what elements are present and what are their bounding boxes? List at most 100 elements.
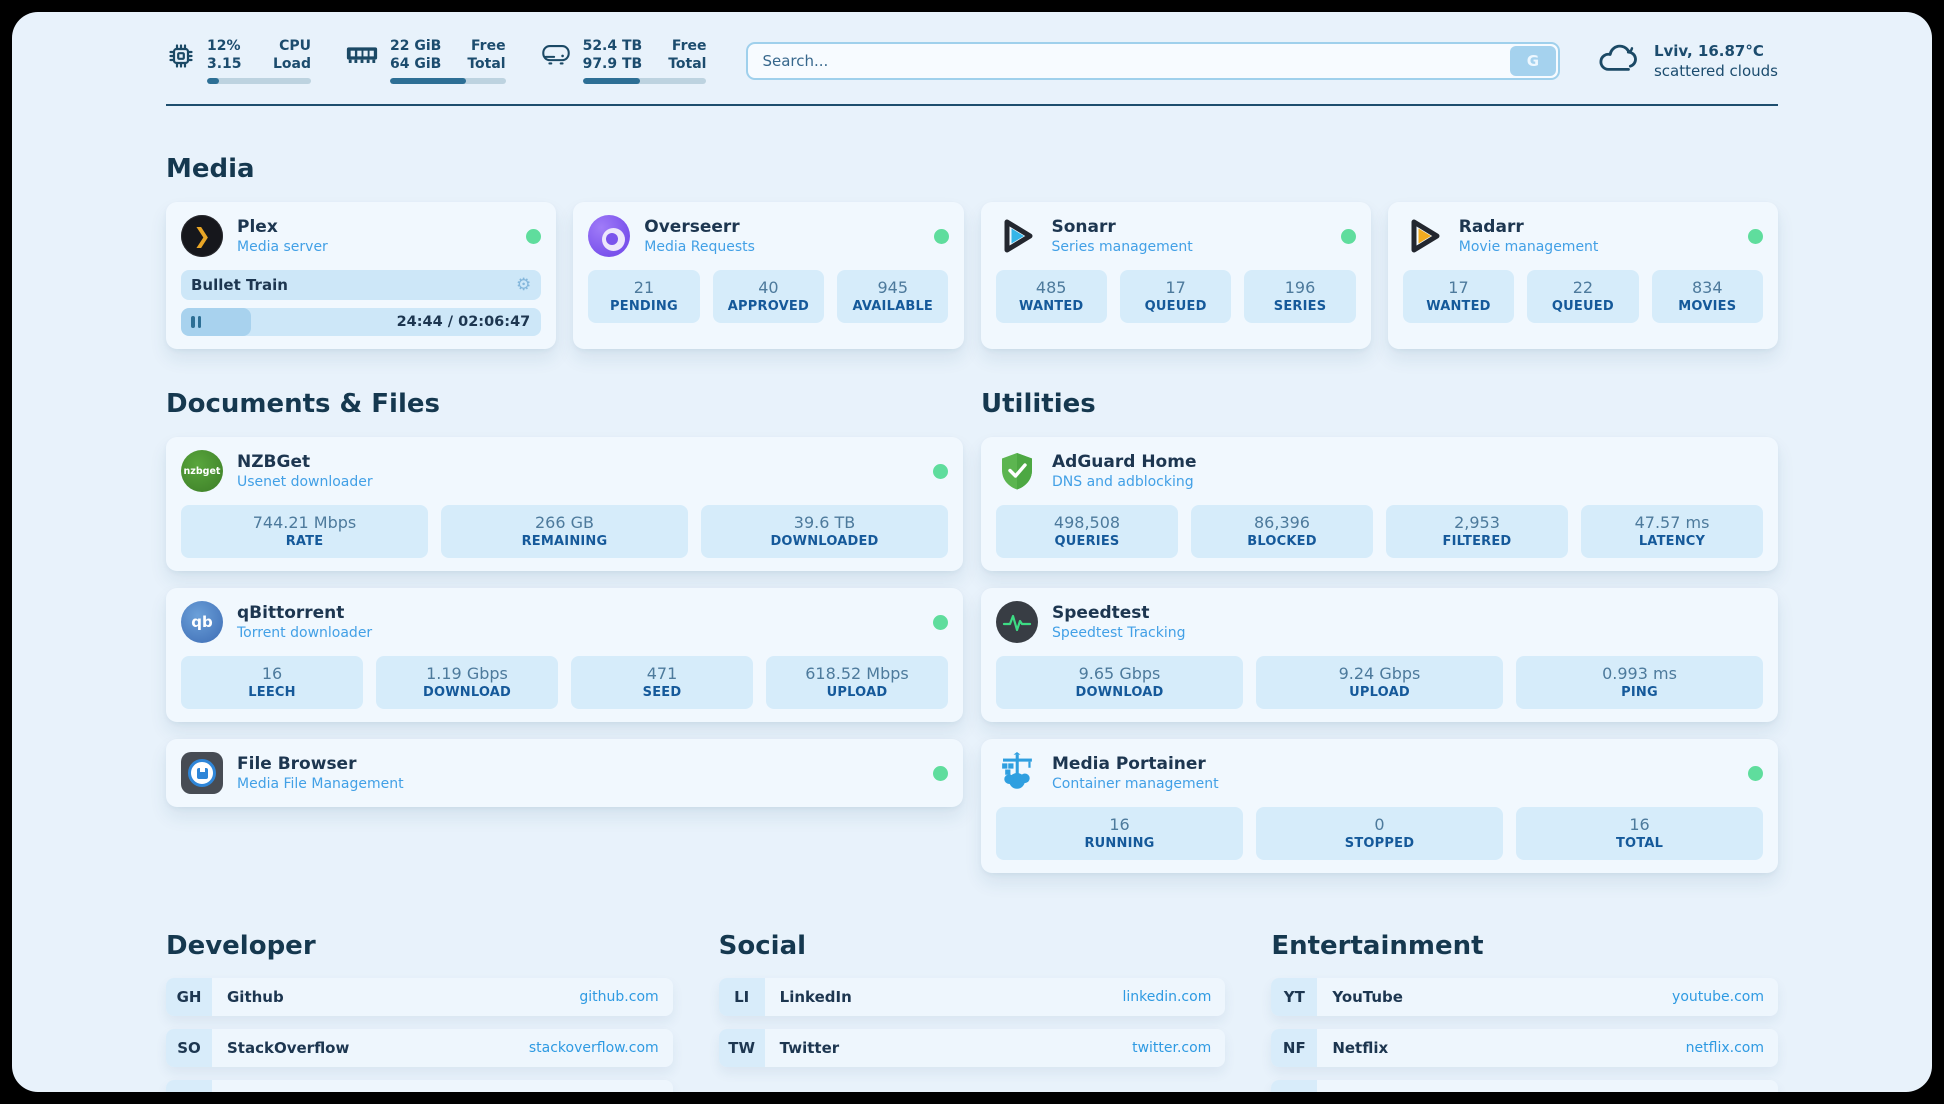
stat-box: 471 SEED — [571, 656, 753, 709]
memory-progress-fill — [390, 78, 467, 84]
bookmark-linkedin[interactable]: LI LinkedIn linkedin.com — [718, 978, 1226, 1016]
service-name: Sonarr — [1051, 217, 1116, 237]
bookmark-abbr: YT — [1271, 978, 1318, 1016]
cpu-progress-track — [207, 78, 311, 84]
bookmark-stackoverflow[interactable]: SO StackOverflow stackoverflow.com — [166, 1029, 673, 1067]
bookmark-name: YouTube — [1332, 988, 1403, 1006]
stat-label: WANTED — [1018, 299, 1084, 314]
bookmark-twitter[interactable]: TW Twitter twitter.com — [718, 1029, 1226, 1067]
service-link-nzbget[interactable]: nzbget NZBGet Usenet downloader — [181, 450, 948, 492]
service-link-filebrowser[interactable]: File Browser Media File Management — [181, 752, 948, 794]
stat-box: 618.52 Mbps UPLOAD — [766, 656, 948, 709]
status-dot — [1748, 765, 1763, 781]
service-name: Speedtest — [1052, 603, 1150, 623]
stat-box: 744.21 Mbps RATE — [181, 505, 428, 558]
system-stats: 12% 3.15 CPU Load — [166, 38, 707, 84]
links-column-social: Social LI LinkedIn linkedin.com TW Twitt… — [718, 931, 1226, 1092]
search-input[interactable] — [746, 42, 1560, 80]
cpu-widget: 12% 3.15 CPU Load — [166, 38, 311, 84]
disk-progress-track — [582, 78, 707, 84]
service-link-sonarr[interactable]: Sonarr Series management — [996, 215, 1356, 257]
stat-value: 2,953 — [1454, 513, 1500, 532]
cpu-label-2: Load — [272, 55, 311, 72]
service-name: qBittorrent — [237, 603, 345, 623]
filebrowser-icon — [181, 752, 223, 794]
search-engine-button[interactable]: G — [1509, 46, 1556, 76]
stat-value: 47.57 ms — [1634, 513, 1710, 532]
bookmark-name: StackOverflow — [227, 1039, 350, 1057]
status-dot — [1340, 228, 1356, 244]
service-card-qbittorrent: qb qBittorrent Torrent downloader 16 LEE… — [166, 588, 963, 722]
service-subtitle: Speedtest Tracking — [1052, 625, 1186, 641]
bookmark-url: stackoverflow.com — [528, 1040, 659, 1056]
qbittorrent-icon: qb — [181, 601, 223, 643]
stat-value: 16 — [261, 664, 283, 683]
service-link-adguard[interactable]: AdGuard Home DNS and adblocking — [996, 450, 1763, 492]
memory-icon — [345, 38, 379, 71]
bookmark-github[interactable]: GH Github github.com — [166, 978, 673, 1016]
stat-value: 196 — [1284, 278, 1316, 297]
bookmark-name: Netflix — [1332, 1039, 1389, 1057]
bookmark-netflix[interactable]: NF Netflix netflix.com — [1271, 1029, 1778, 1067]
service-card-overseerr: Overseerr Media Requests 21 PENDING 40 A… — [573, 202, 964, 349]
weather-location: Lviv, 16.87°C — [1653, 41, 1764, 60]
service-name: Radarr — [1458, 217, 1524, 237]
section-title-entertainment: Entertainment — [1271, 931, 1484, 961]
pause-icon — [191, 316, 195, 328]
service-card-speedtest: Speedtest Speedtest Tracking 9.65 Gbps D… — [981, 588, 1778, 722]
service-link-qbittorrent[interactable]: qb qBittorrent Torrent downloader — [181, 601, 948, 643]
stat-box: 21 PENDING — [588, 270, 700, 323]
service-link-overseerr[interactable]: Overseerr Media Requests — [588, 215, 949, 257]
dashboard-panel: 12% 3.15 CPU Load — [12, 12, 1932, 1092]
stat-value: 618.52 Mbps — [805, 664, 909, 683]
stat-label: REMAINING — [521, 534, 608, 549]
stat-label: SEED — [642, 685, 682, 700]
service-subtitle: Container management — [1052, 776, 1219, 792]
memory-widget: 22 GiB 64 GiB Free Total — [345, 38, 506, 84]
bookmark-youtube[interactable]: YT YouTube youtube.com — [1271, 978, 1778, 1016]
now-playing-title: Bullet Train — [191, 276, 288, 294]
stat-value: 9.65 Gbps — [1078, 664, 1161, 683]
stat-label: QUERIES — [1054, 534, 1120, 549]
disk-icon — [540, 38, 572, 72]
links-column-entertainment: Entertainment YT YouTube youtube.com NF … — [1271, 931, 1778, 1092]
cpu-value-1: 12% — [207, 38, 241, 54]
stat-box: 9.65 Gbps DOWNLOAD — [996, 656, 1243, 709]
stat-value: 22 — [1572, 278, 1594, 297]
bookmark-reddit[interactable]: RE Reddit reddit.com — [1271, 1080, 1778, 1092]
sonarr-icon — [996, 215, 1038, 257]
bookmark-dev[interactable]: DT DEV dev.to — [166, 1080, 673, 1092]
bookmark-url: github.com — [579, 989, 659, 1005]
service-link-portainer[interactable]: Media Portainer Container management — [996, 752, 1763, 794]
bookmark-abbr: NF — [1271, 1029, 1318, 1067]
service-link-plex[interactable]: Plex Media server — [181, 215, 542, 257]
service-link-speedtest[interactable]: Speedtest Speedtest Tracking — [996, 601, 1763, 643]
memory-label-1: Free — [471, 38, 506, 54]
portainer-icon — [996, 752, 1038, 794]
bookmark-name: Reddit — [1332, 1090, 1388, 1092]
bookmark-url: dev.to — [615, 1091, 672, 1092]
stat-label: DOWNLOAD — [422, 685, 512, 700]
stat-label: UPLOAD — [826, 685, 888, 700]
stat-box: 86,396 BLOCKED — [1191, 505, 1373, 558]
stat-value: 21 — [633, 278, 655, 297]
stat-value: 744.21 Mbps — [252, 513, 357, 532]
service-link-radarr[interactable]: Radarr Movie management — [1403, 215, 1763, 257]
gear-icon[interactable]: ⚙ — [516, 274, 532, 295]
bookmark-name: Twitter — [779, 1039, 840, 1057]
stat-value: 86,396 — [1254, 513, 1310, 532]
stat-label: RATE — [285, 534, 324, 549]
stat-value: 471 — [646, 664, 678, 683]
bookmark-name: DEV — [227, 1090, 261, 1092]
section-title-social: Social — [718, 931, 807, 961]
stat-value: 16 — [1109, 815, 1130, 834]
service-name: Overseerr — [644, 217, 740, 237]
service-card-radarr: Radarr Movie management 17 WANTED 22 QUE… — [1387, 202, 1778, 349]
bookmark-abbr: GH — [166, 978, 212, 1016]
disk-progress-fill — [582, 78, 640, 84]
stat-box: 196 SERIES — [1244, 270, 1356, 323]
stat-label: WANTED — [1426, 299, 1491, 314]
stat-label: RUNNING — [1084, 836, 1155, 851]
stat-value: 16 — [1629, 815, 1650, 834]
stat-box: 2,953 FILTERED — [1386, 505, 1568, 558]
